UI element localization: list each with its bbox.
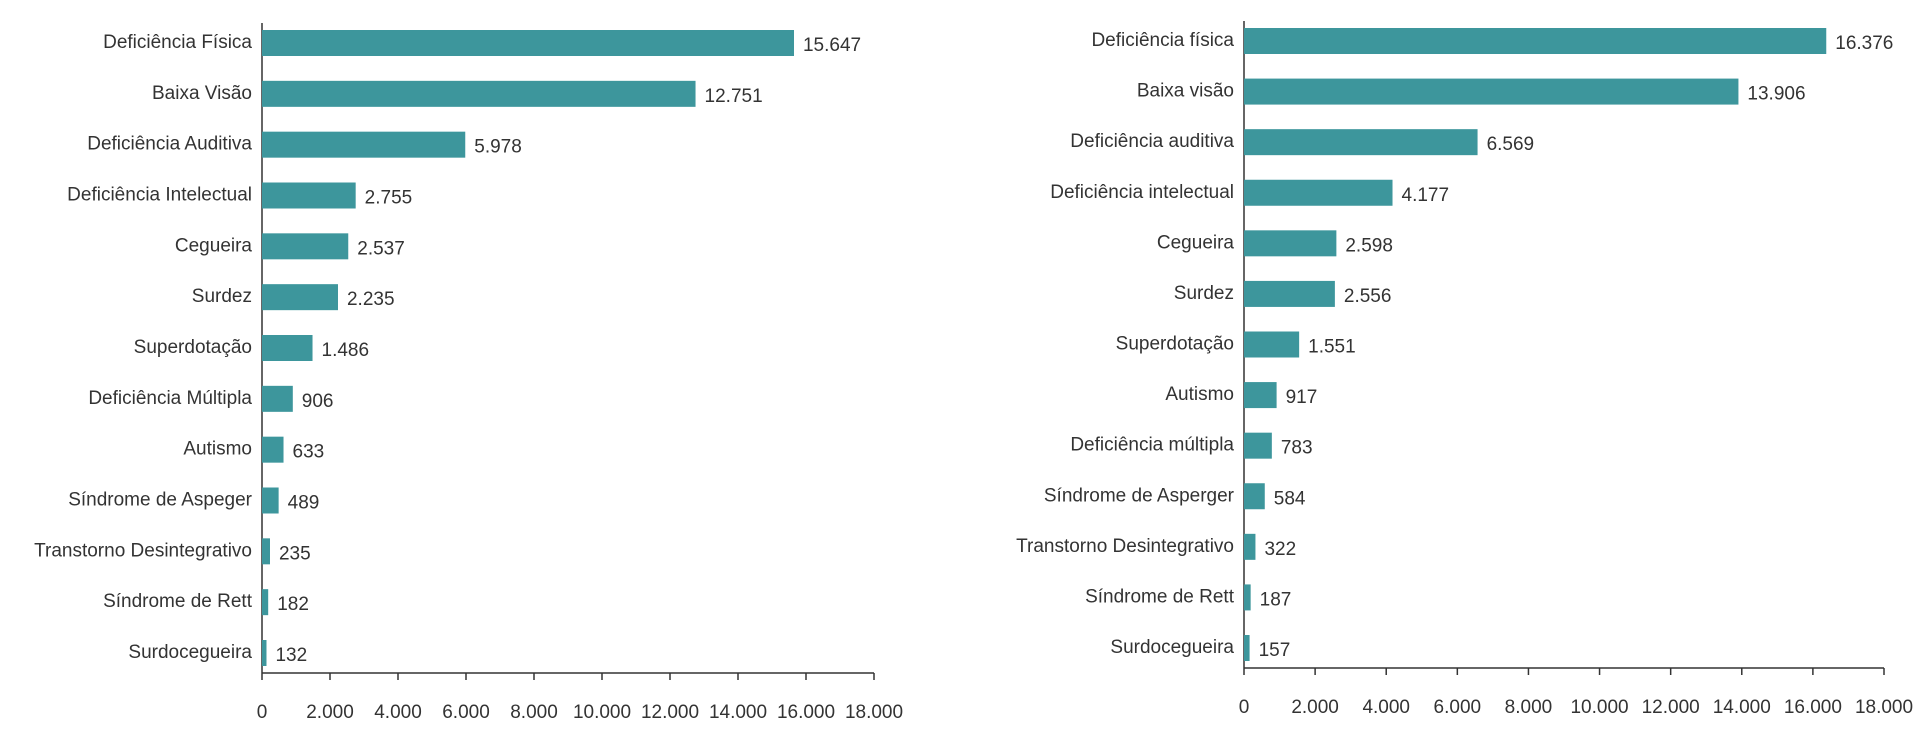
x-tick-label: 10.000 [573,702,631,723]
bar [262,335,313,361]
category-label: Baixa Visão [152,83,252,104]
value-label: 1.551 [1308,337,1356,358]
value-label: 322 [1264,539,1296,560]
value-label: 13.906 [1747,84,1805,105]
category-label: Deficiência auditiva [1070,131,1234,152]
value-label: 132 [275,645,307,666]
value-label: 4.177 [1402,185,1450,206]
category-label: Surdocegueira [1110,637,1234,658]
x-tick-label: 12.000 [641,702,699,723]
value-label: 6.569 [1487,134,1535,155]
category-label: Deficiência Física [103,32,252,53]
category-label: Deficiência Múltipla [88,388,252,409]
bar [262,640,267,666]
x-tick-label: 0 [1239,697,1250,718]
x-tick-label: 6.000 [1434,697,1482,718]
x-tick-label: 2.000 [1291,697,1339,718]
category-label: Deficiência Auditiva [87,134,252,155]
category-label: Síndrome de Rett [1085,586,1235,607]
x-tick-label: 0 [257,702,268,723]
x-tick-label: 18.000 [1855,697,1913,718]
category-label: Síndrome de Asperger [1044,485,1235,506]
bar [1244,533,1256,560]
value-label: 16.376 [1835,33,1893,54]
bar [262,436,284,463]
bar [262,589,269,616]
bar [1244,331,1300,358]
category-label: Autismo [183,439,252,460]
value-label: 12.751 [705,86,763,107]
category-label: Superdotação [134,337,252,358]
value-label: 2.235 [347,289,395,310]
x-tick-label: 16.000 [777,702,835,723]
category-label: Deficiência múltipla [1070,435,1234,456]
category-label: Surdez [1174,283,1234,304]
category-label: Deficiência intelectual [1050,182,1234,203]
value-label: 182 [277,594,309,615]
bar [262,30,794,56]
bar [1244,78,1739,105]
bar [262,284,338,311]
x-tick-label: 2.000 [306,702,354,723]
category-label: Cegueira [175,235,253,256]
bar [262,487,279,514]
x-tick-label: 14.000 [1713,697,1771,718]
bar [262,538,270,565]
value-label: 187 [1260,589,1292,610]
bar [1244,382,1277,409]
value-label: 2.598 [1345,235,1393,256]
category-label: Síndrome de Aspeger [68,490,252,511]
x-tick-label: 4.000 [1362,697,1410,718]
value-label: 2.755 [365,188,413,209]
bar [262,233,349,260]
bar [262,131,466,158]
x-tick-label: 16.000 [1784,697,1842,718]
bar [1244,483,1265,510]
value-label: 917 [1286,387,1318,408]
bar [1244,635,1250,661]
x-tick-label: 4.000 [374,702,422,723]
x-tick-label: 8.000 [1505,697,1553,718]
x-tick-label: 14.000 [709,702,767,723]
category-label: Surdocegueira [128,642,252,663]
x-tick-label: 12.000 [1642,697,1700,718]
value-label: 157 [1259,640,1291,661]
category-label: Transtorno Desintegrativo [1016,536,1234,557]
x-tick-label: 18.000 [845,702,903,723]
bar [1244,129,1478,156]
bar [262,182,356,209]
category-label: Cegueira [1157,232,1235,253]
category-label: Surdez [192,286,252,307]
value-label: 2.556 [1344,286,1392,307]
value-label: 783 [1281,438,1313,459]
category-label: Transtorno Desintegrativo [34,540,252,561]
value-label: 906 [302,391,334,412]
category-label: Deficiência Intelectual [67,185,252,206]
category-label: Superdotação [1116,334,1234,355]
category-label: Deficiência física [1091,30,1234,51]
bar [1244,432,1272,459]
value-label: 2.537 [357,238,405,259]
x-tick-label: 8.000 [510,702,558,723]
bar [1244,230,1337,257]
bar [262,385,293,412]
value-label: 235 [279,543,311,564]
category-label: Síndrome de Rett [103,591,253,612]
bar [262,80,696,107]
value-label: 584 [1274,488,1306,509]
value-label: 15.647 [803,35,861,56]
value-label: 1.486 [322,340,370,361]
x-tick-label: 10.000 [1570,697,1628,718]
value-label: 5.978 [474,137,522,158]
value-label: 489 [288,493,320,514]
value-label: 633 [293,442,325,463]
bar [1244,179,1393,206]
category-label: Baixa visão [1137,81,1234,102]
bar [1244,28,1827,54]
bar [1244,584,1251,611]
category-label: Autismo [1165,384,1234,405]
bar [1244,280,1335,307]
x-tick-label: 6.000 [442,702,490,723]
